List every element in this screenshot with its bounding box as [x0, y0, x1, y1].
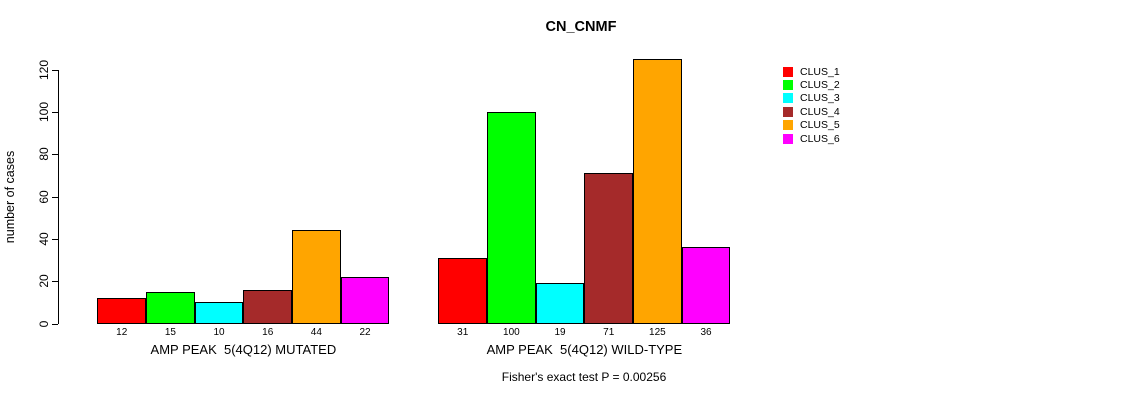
legend-label: CLUS_3 — [800, 92, 840, 105]
legend-swatch-clus_6 — [783, 133, 793, 144]
legend-label: CLUS_1 — [800, 65, 840, 78]
bar-clus_3-group2 — [535, 283, 585, 325]
y-axis-line — [58, 70, 59, 324]
group-axis-label: AMP PEAK 5(4Q12) MUTATED — [150, 342, 337, 357]
bar-clus_1-group1 — [97, 298, 147, 325]
bar-value-label: 22 — [359, 327, 371, 338]
bar-clus_2-group1 — [146, 291, 195, 325]
y-tick-mark — [52, 154, 58, 156]
bar-clus_6-group2 — [681, 247, 731, 325]
bar-value-label: 36 — [700, 327, 712, 338]
bar-value-label: 100 — [503, 327, 520, 338]
legend-swatch-clus_5 — [783, 120, 793, 131]
legend-item-clus_5: CLUS_5 — [783, 119, 840, 132]
legend: CLUS_1 CLUS_2 CLUS_3 CLUS_4 CLUS_5 CLUS_6 — [783, 65, 840, 145]
legend-item-clus_6: CLUS_6 — [783, 132, 840, 145]
bar-clus_2-group2 — [487, 112, 536, 325]
legend-item-clus_1: CLUS_1 — [783, 65, 840, 78]
legend-swatch-clus_3 — [783, 93, 793, 104]
y-axis-label: number of cases — [3, 150, 17, 244]
bar-value-label: 12 — [116, 327, 128, 338]
y-tick-mark — [52, 112, 58, 114]
bar-value-label: 71 — [603, 327, 615, 338]
bar-value-label: 125 — [649, 327, 666, 338]
y-tick-label: 0 — [37, 320, 51, 327]
bar-value-label: 44 — [310, 327, 322, 338]
legend-label: CLUS_6 — [800, 132, 840, 145]
y-tick-label: 120 — [37, 59, 51, 80]
y-tick-label: 100 — [37, 102, 51, 123]
legend-item-clus_2: CLUS_2 — [783, 78, 840, 91]
footer-note: Fisher's exact test P = 0.00256 — [501, 370, 667, 384]
bar-value-label: 10 — [213, 327, 225, 338]
bar-value-label: 19 — [554, 327, 566, 338]
legend-item-clus_3: CLUS_3 — [783, 92, 840, 105]
bar-clus_5-group2 — [633, 59, 682, 325]
y-tick-mark — [52, 196, 58, 198]
y-tick-mark — [52, 323, 58, 325]
bar-clus_3-group1 — [194, 302, 244, 325]
y-tick-label: 80 — [37, 147, 51, 162]
bar-value-label: 16 — [262, 327, 274, 338]
legend-label: CLUS_2 — [800, 79, 840, 92]
y-tick-mark — [52, 69, 58, 71]
legend-label: CLUS_5 — [800, 119, 840, 132]
legend-swatch-clus_1 — [783, 66, 793, 77]
y-tick-label: 60 — [37, 189, 51, 204]
legend-label: CLUS_4 — [800, 105, 840, 118]
bar-clus_5-group1 — [292, 230, 341, 325]
chart-title: CN_CNMF — [545, 19, 617, 35]
bar-value-label: 31 — [457, 327, 469, 338]
y-tick-mark — [52, 281, 58, 283]
bar-value-label: 15 — [164, 327, 176, 338]
bar-clus_6-group1 — [340, 276, 390, 325]
legend-item-clus_4: CLUS_4 — [783, 105, 840, 118]
bar-clus_1-group2 — [438, 257, 488, 325]
y-tick-label: 20 — [37, 274, 51, 288]
bar-clus_4-group1 — [243, 289, 293, 325]
group-axis-label: AMP PEAK 5(4Q12) WILD-TYPE — [486, 342, 683, 357]
legend-swatch-clus_4 — [783, 106, 793, 117]
y-tick-label: 40 — [37, 232, 51, 246]
legend-swatch-clus_2 — [783, 80, 793, 91]
y-tick-mark — [52, 238, 58, 240]
bar-clus_4-group2 — [584, 173, 634, 325]
